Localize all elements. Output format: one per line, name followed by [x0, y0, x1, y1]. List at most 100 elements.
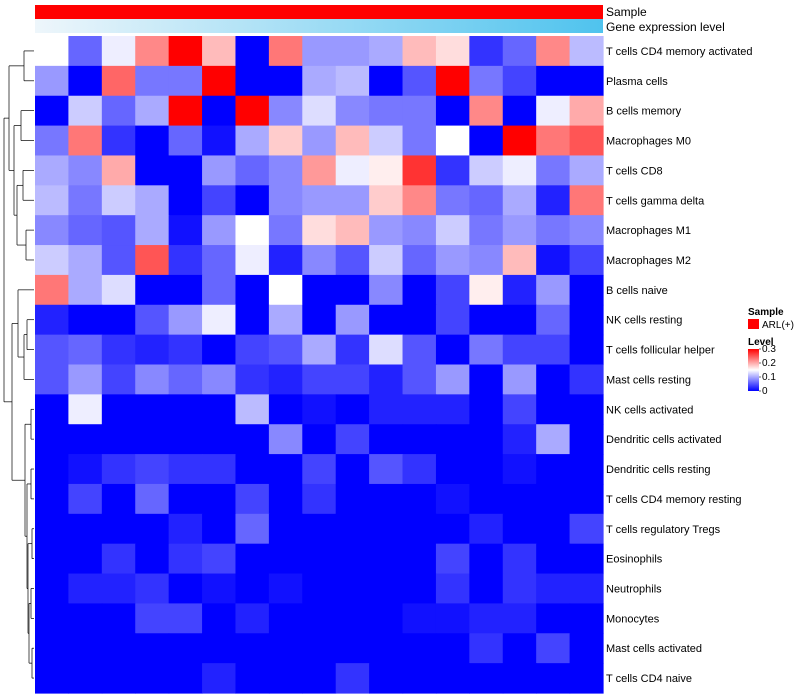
- heatmap-cell: [469, 394, 504, 425]
- heatmap-cell: [502, 36, 537, 67]
- heatmap-cell: [569, 424, 604, 455]
- heatmap-cell: [335, 65, 370, 97]
- heatmap-cell: [402, 543, 437, 575]
- heatmap-cell: [402, 424, 437, 455]
- heatmap-cell: [335, 513, 370, 545]
- heatmap-cell: [235, 36, 270, 67]
- heatmap-cell: [202, 633, 237, 664]
- heatmap-cell: [268, 185, 303, 216]
- heatmap-cell: [101, 364, 136, 395]
- row-label: NK cells resting: [606, 315, 682, 327]
- heatmap-cell: [235, 274, 270, 306]
- heatmap-cell: [268, 334, 303, 366]
- heatmap-cell: [68, 245, 103, 276]
- heatmap-cell: [402, 95, 437, 127]
- heatmap-cell: [302, 633, 337, 664]
- heatmap-cell: [168, 543, 203, 575]
- heatmap-cell: [569, 245, 604, 276]
- heatmap-cell: [369, 334, 404, 366]
- heatmap-cell: [369, 364, 404, 395]
- heatmap-cell: [302, 483, 337, 515]
- heatmap-cell: [569, 573, 604, 605]
- heatmap-cell: [101, 155, 136, 186]
- heatmap-cell: [168, 155, 203, 186]
- heatmap-cell: [502, 633, 537, 664]
- heatmap-cell: [168, 663, 203, 694]
- heatmap-cell: [68, 483, 103, 515]
- heatmap-cell: [268, 155, 303, 186]
- legend-sample-swatch: [748, 319, 759, 329]
- heatmap-cell: [536, 603, 571, 634]
- heatmap-cell: [402, 125, 437, 157]
- heatmap-cell: [135, 603, 170, 634]
- heatmap-cell: [435, 364, 470, 395]
- heatmap-cell: [135, 334, 170, 366]
- heatmap-cell: [235, 215, 270, 246]
- legend-tick-label: 0: [762, 386, 768, 397]
- heatmap-cell: [302, 394, 337, 425]
- heatmap-cell: [435, 483, 470, 515]
- heatmap-cell: [68, 454, 103, 485]
- heatmap-cell: [302, 424, 337, 455]
- heatmap-cell: [369, 185, 404, 216]
- heatmap-cell: [101, 513, 136, 545]
- heatmap-cell: [369, 394, 404, 425]
- heatmap-cell: [101, 125, 136, 157]
- row-label: Dendritic cells resting: [606, 464, 711, 476]
- heatmap-cell: [135, 483, 170, 515]
- heatmap-cell: [502, 185, 537, 216]
- heatmap-cell: [68, 543, 103, 575]
- heatmap-cell: [335, 245, 370, 276]
- heatmap-cell: [435, 125, 470, 157]
- heatmap-cell: [302, 334, 337, 366]
- legend-sample-entry: ARL(+): [762, 320, 794, 331]
- heatmap-cell: [536, 543, 571, 575]
- heatmap-cell: [569, 274, 604, 306]
- heatmap-cell: [268, 633, 303, 664]
- heatmap-cell: [235, 185, 270, 216]
- heatmap-cell: [68, 663, 103, 694]
- heatmap-cell: [569, 394, 604, 425]
- heatmap-cell: [435, 95, 470, 127]
- heatmap-cell: [369, 663, 404, 694]
- heatmap-cell: [435, 304, 470, 336]
- heatmap-cell: [68, 65, 103, 97]
- heatmap-cell: [202, 215, 237, 246]
- heatmap-cell: [402, 155, 437, 186]
- heatmap-cell: [402, 304, 437, 336]
- heatmap-cell: [302, 364, 337, 395]
- heatmap-cell: [101, 185, 136, 216]
- row-label: B cells memory: [606, 106, 682, 118]
- heatmap-cell: [402, 215, 437, 246]
- heatmap-cell: [402, 65, 437, 97]
- heatmap-cell: [35, 245, 70, 276]
- row-label: Macrophages M2: [606, 255, 691, 267]
- heatmap-cell: [369, 125, 404, 157]
- heatmap-cell: [469, 633, 504, 664]
- heatmap-cell: [202, 185, 237, 216]
- heatmap-cell: [502, 573, 537, 605]
- heatmap-cell: [35, 364, 70, 395]
- legend: Sample ARL(+) Level 0.3 0.2 0.1 0: [748, 307, 794, 397]
- heatmap-cell: [569, 454, 604, 485]
- heatmap-cell: [101, 633, 136, 664]
- legend-tick-label: 0.2: [762, 358, 776, 369]
- heatmap-cell: [335, 633, 370, 664]
- heatmap-cell: [502, 513, 537, 545]
- heatmap-cell: [469, 424, 504, 455]
- heatmap-cell: [268, 663, 303, 694]
- heatmap-cell: [101, 95, 136, 127]
- heatmap-cell: [302, 274, 337, 306]
- heatmap-cell: [569, 663, 604, 694]
- heatmap-cell: [101, 603, 136, 634]
- heatmap-cell: [101, 543, 136, 575]
- heatmap-cell: [369, 155, 404, 186]
- heatmap-cell: [168, 245, 203, 276]
- heatmap-cell: [101, 483, 136, 515]
- row-label: Neutrophils: [606, 583, 662, 595]
- gene-expression-annotation-label: Gene expression level: [606, 20, 725, 34]
- heatmap-cell: [135, 185, 170, 216]
- heatmap-cell: [235, 573, 270, 605]
- heatmap-cell: [569, 304, 604, 336]
- heatmap-cell: [469, 304, 504, 336]
